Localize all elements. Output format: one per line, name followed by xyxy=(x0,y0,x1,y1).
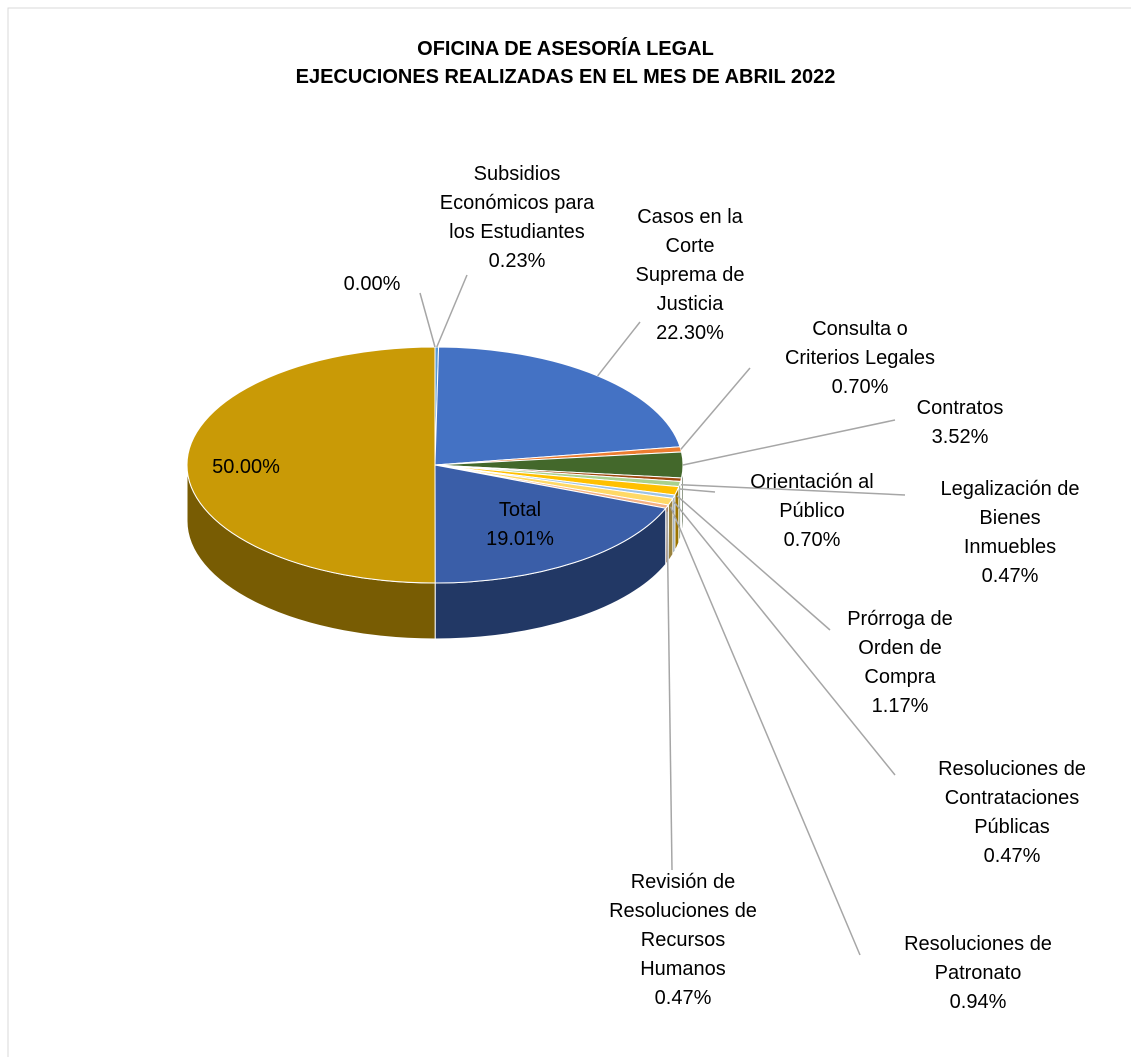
label-value: 1.17% xyxy=(871,695,929,717)
label-value: 0.70% xyxy=(783,529,841,551)
label-name: Consulta o Criterios Legales xyxy=(784,318,936,369)
data-label: 50.00% xyxy=(191,453,301,482)
leader-line xyxy=(681,483,906,496)
label-name: Prórroga de Orden de Compra xyxy=(847,608,953,688)
label-value: 0.47% xyxy=(981,565,1039,587)
slice-side xyxy=(187,465,436,639)
data-label: Casos en la Corte Suprema de Justicia 22.… xyxy=(625,203,755,348)
label-name: Subsidios Económicos para los Estudiante… xyxy=(439,163,595,243)
label-value: 0.70% xyxy=(831,376,889,398)
slice xyxy=(434,464,667,584)
slice xyxy=(434,346,681,466)
data-label: 0.00% xyxy=(332,270,412,299)
label-value: 22.30% xyxy=(656,322,724,344)
label-name: Total xyxy=(498,499,542,521)
label-value: 0.47% xyxy=(983,845,1041,867)
chart-border xyxy=(7,7,1131,1057)
label-value: 3.52% xyxy=(931,426,989,448)
data-label: Total 19.01% xyxy=(460,496,580,554)
leader-line xyxy=(682,419,896,466)
data-label: Resoluciones de Contrataciones Públicas 0… xyxy=(928,755,1096,871)
leader-line xyxy=(679,488,716,493)
data-label: Orientación al Público 0.70% xyxy=(742,468,882,555)
label-value: 50.00% xyxy=(212,456,280,478)
slice xyxy=(186,346,436,584)
label-name: Orientación al Público xyxy=(750,471,874,522)
data-label: Contratos 3.52% xyxy=(900,394,1020,452)
label-value: 0.23% xyxy=(488,250,546,272)
leader-line xyxy=(673,501,896,776)
slice-side xyxy=(435,508,666,639)
label-name: Legalización de Bienes Inmuebles xyxy=(940,478,1080,558)
data-label: Prórroga de Orden de Compra 1.17% xyxy=(840,605,960,721)
label-name: Resoluciones de Patronato xyxy=(904,933,1052,984)
data-label: Consulta o Criterios Legales 0.70% xyxy=(773,315,948,402)
label-value: 0.00% xyxy=(343,273,401,295)
leader-line xyxy=(666,511,673,871)
leader-line xyxy=(597,321,641,377)
chart-subtitle: EJECUCIONES REALIZADAS EN EL MES DE ABRI… xyxy=(295,66,836,88)
label-name: Casos en la Corte Suprema de Justicia xyxy=(635,206,745,315)
label-name: Resoluciones de Contrataciones Públicas xyxy=(938,758,1086,838)
label-value: 19.01% xyxy=(486,528,554,550)
leader-line xyxy=(436,274,468,348)
data-label: Subsidios Económicos para los Estudiante… xyxy=(430,160,605,276)
leader-line xyxy=(676,495,831,631)
data-label: Resoluciones de Patronato 0.94% xyxy=(894,930,1062,1017)
chart-title: OFICINA DE ASESORÍA LEGAL xyxy=(417,38,714,60)
slice-side xyxy=(674,486,679,552)
leader-line xyxy=(680,367,751,450)
leader-line xyxy=(669,506,861,956)
slice-side xyxy=(668,498,673,562)
leader-line xyxy=(419,292,436,348)
label-value: 0.47% xyxy=(654,987,712,1009)
data-label: Legalización de Bienes Inmuebles 0.47% xyxy=(934,475,1086,591)
label-name: Revisión de Resoluciones de Recursos Hum… xyxy=(609,871,757,980)
data-label: Revisión de Resoluciones de Recursos Hum… xyxy=(603,868,763,1013)
label-name: Contratos xyxy=(916,397,1004,419)
label-value: 0.94% xyxy=(949,991,1007,1013)
